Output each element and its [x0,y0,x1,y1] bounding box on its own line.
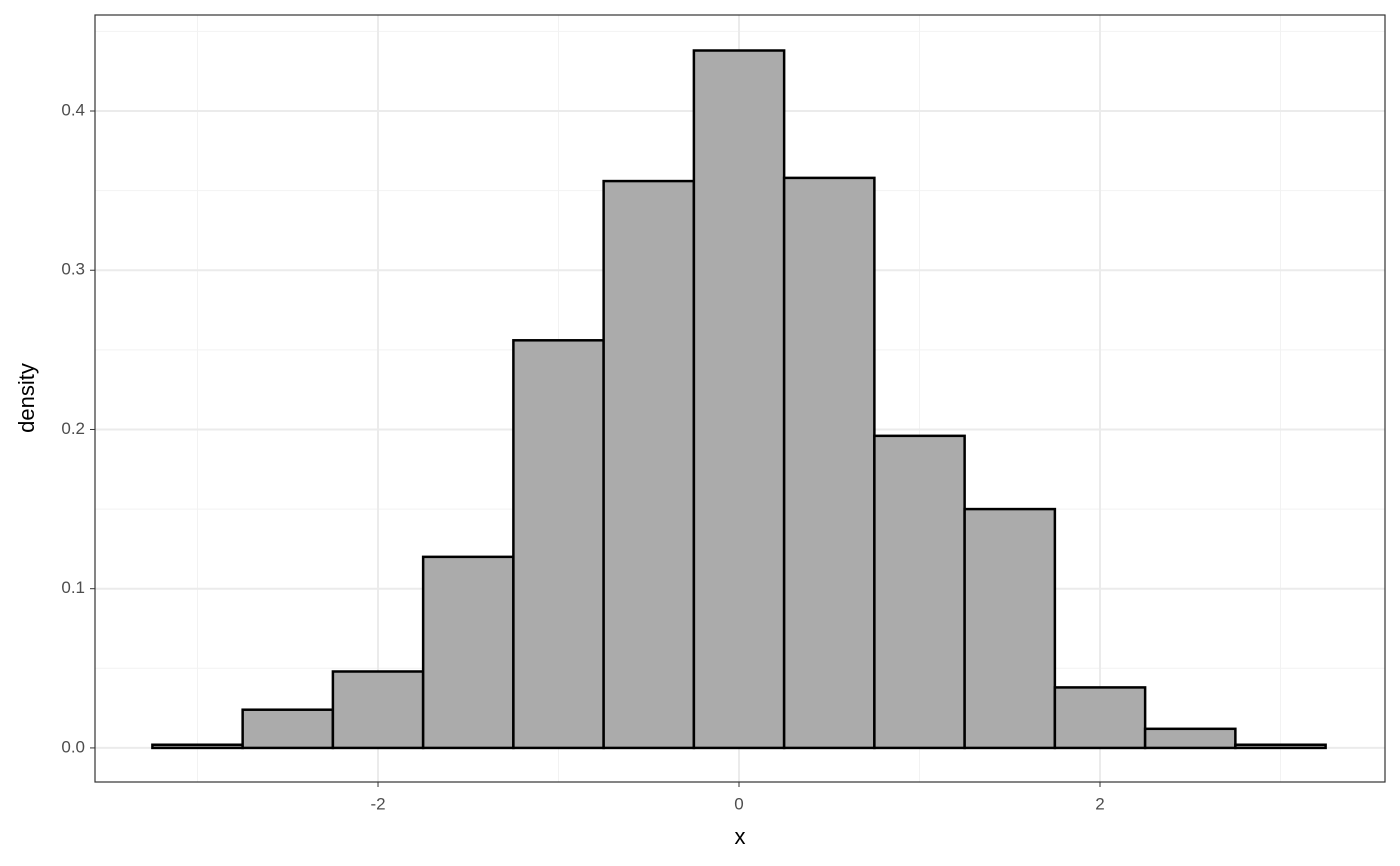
bar [873,434,966,750]
bar [1234,743,1327,750]
y-tick-label: 0.3 [61,260,85,279]
bar [512,339,605,750]
bar [151,743,244,750]
bar [602,179,696,750]
bar [241,708,335,750]
bar [421,555,515,750]
bar [1053,686,1147,750]
y-axis-title: density [14,363,39,433]
panel-border [94,14,1386,783]
y-tick-label: 0.0 [61,737,85,756]
x-tick-label: -2 [370,794,385,813]
x-tick-label: 0 [734,794,743,813]
bar [1143,727,1237,750]
x-axis-title: x [735,824,746,849]
y-tick-label: 0.4 [61,100,85,119]
bar [331,670,425,750]
y-tick-label: 0.2 [61,419,85,438]
bar [782,176,876,750]
y-tick-label: 0.1 [61,578,85,597]
bar [963,507,1057,750]
bar [692,49,786,750]
x-tick-label: 2 [1095,794,1104,813]
